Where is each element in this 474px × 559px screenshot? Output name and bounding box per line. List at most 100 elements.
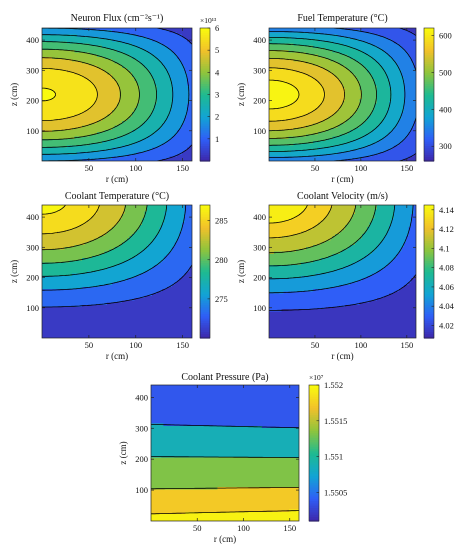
heatmap-cell (300, 43, 304, 47)
heatmap-cell (92, 63, 96, 67)
heatmap-cell (286, 59, 290, 62)
heatmap-cell (177, 74, 181, 78)
heatmap-cell (167, 110, 171, 113)
heatmap-cell (384, 45, 388, 49)
heatmap-cell (335, 39, 339, 42)
heatmap-cell (164, 65, 168, 69)
heatmap-cell (134, 83, 138, 87)
heatmap-cell (57, 101, 61, 104)
heatmap-cell (403, 50, 407, 53)
heatmap-cell (271, 50, 275, 53)
heatmap-cell (132, 78, 136, 82)
heatmap-cell (64, 118, 68, 122)
heatmap-cell (127, 43, 131, 47)
heatmap-cell (132, 96, 136, 100)
heatmap-cell (403, 56, 407, 60)
heatmap-cell (367, 34, 371, 38)
heatmap-cell (349, 41, 353, 45)
heatmap-cell (332, 36, 336, 40)
heatmap-cell (99, 154, 103, 158)
heatmap-cell (269, 43, 273, 47)
heatmap-cell (134, 43, 138, 47)
heatmap-cell (189, 136, 192, 140)
heatmap-cell (187, 105, 191, 109)
heatmap-cell (64, 121, 68, 124)
heatmap-cell (162, 138, 166, 142)
heatmap-cell (89, 152, 93, 155)
heatmap-cell (174, 36, 178, 40)
heatmap-cell (134, 50, 138, 53)
heatmap-cell (369, 65, 373, 69)
heatmap-cell (122, 145, 126, 149)
heatmap-cell (47, 116, 51, 120)
heatmap-cell (94, 32, 98, 36)
heatmap-cell (72, 121, 76, 124)
heatmap-cell (52, 36, 56, 40)
heatmap-cell (391, 45, 395, 49)
heatmap-cell (149, 110, 153, 113)
heatmap-cell (82, 156, 86, 160)
heatmap-cell (149, 127, 153, 131)
heatmap-cell (79, 94, 83, 98)
heatmap-cell (49, 156, 53, 160)
heatmap-cell (169, 125, 173, 129)
heatmap-cell (349, 43, 353, 47)
heatmap-cell (54, 70, 58, 73)
heatmap-cell (169, 158, 173, 161)
heatmap-cell (112, 52, 116, 56)
heatmap-cell (189, 141, 192, 144)
heatmap-cell (376, 39, 380, 42)
heatmap-cell (119, 70, 123, 73)
heatmap-cell (92, 105, 96, 109)
heatmap-cell (77, 76, 81, 80)
heatmap-cell (187, 50, 191, 53)
heatmap-cell (82, 123, 86, 127)
heatmap-cell (167, 98, 171, 102)
heatmap-cell (79, 90, 83, 93)
heatmap-cell (104, 112, 108, 116)
heatmap-cell (344, 67, 348, 71)
heatmap-cell (169, 129, 173, 133)
heatmap-cell (322, 56, 326, 60)
colorbar-segment (200, 156, 210, 160)
heatmap-cell (124, 90, 128, 93)
heatmap-cell (340, 45, 344, 49)
heatmap-cell (134, 107, 138, 111)
heatmap-cell (313, 30, 317, 34)
heatmap-cell (92, 118, 96, 122)
heatmap-cell (413, 34, 416, 38)
heatmap-cell (92, 85, 96, 89)
heatmap-cell (64, 105, 68, 109)
heatmap-cell (177, 54, 181, 58)
heatmap-cell (177, 41, 181, 45)
heatmap-cell (295, 47, 299, 51)
heatmap-cell (57, 114, 61, 118)
heatmap-cell (79, 118, 83, 122)
heatmap-cell (273, 59, 277, 62)
heatmap-cell (64, 138, 68, 142)
heatmap-cell (362, 61, 366, 65)
heatmap-cell (49, 154, 53, 158)
heatmap-cell (187, 43, 191, 47)
heatmap-cell (327, 39, 331, 42)
heatmap-cell (49, 127, 53, 131)
heatmap-cell (159, 92, 163, 96)
heatmap-cell (89, 156, 93, 160)
heatmap-cell (52, 72, 56, 76)
heatmap-cell (114, 81, 118, 85)
heatmap-cell (303, 67, 307, 71)
heatmap-cell (114, 145, 118, 149)
heatmap-cell (174, 70, 178, 73)
heatmap-cell (286, 54, 290, 58)
heatmap-cell (310, 67, 314, 71)
heatmap-cell (172, 72, 176, 76)
heatmap-cell (42, 96, 46, 100)
heatmap-cell (162, 123, 166, 127)
heatmap-cell (149, 39, 153, 42)
heatmap-cell (389, 34, 393, 38)
heatmap-cell (144, 143, 148, 147)
heatmap-cell (182, 39, 186, 42)
heatmap-cell (159, 114, 163, 118)
heatmap-cell (82, 121, 86, 124)
heatmap-cell (74, 132, 78, 135)
